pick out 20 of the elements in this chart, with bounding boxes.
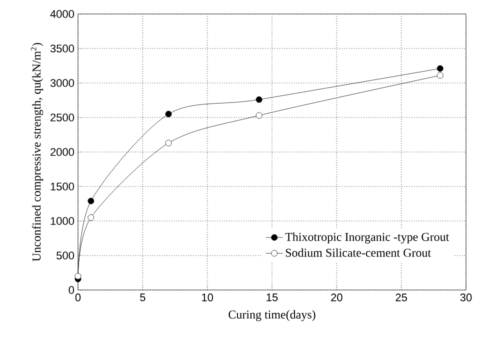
x-tick-label: 20	[331, 294, 342, 302]
y-tick-label: 2500	[50, 114, 74, 122]
y-tick-label: 0	[68, 286, 74, 294]
y-axis-title: Unconfined compressive strength, qu(kN/m$^{2}$)	[30, 42, 44, 262]
x-tick-label: 15	[266, 294, 278, 302]
y-tick-label: 1500	[50, 182, 74, 190]
y-tick-label: 4000	[50, 10, 74, 18]
legend-label: Thixotropic Inorganic -type Grout	[285, 232, 450, 244]
y-tick-label: 2000	[50, 148, 74, 156]
x-axis-title: Curing time(days)	[228, 310, 316, 322]
y-tick-label: 1000	[50, 217, 74, 225]
y-tick-label: 3500	[50, 44, 74, 52]
y-tick-label: 3000	[50, 79, 74, 87]
legend-label: Sodium Silicate-cement Grout	[286, 248, 431, 257]
x-tick-label: 25	[396, 294, 407, 302]
y-tick-label: 500	[56, 252, 74, 260]
x-tick-label: 0	[75, 294, 81, 302]
x-tick-label: 10	[202, 294, 214, 302]
x-tick-label: 30	[460, 294, 472, 302]
x-tick-label: 5	[140, 294, 146, 302]
